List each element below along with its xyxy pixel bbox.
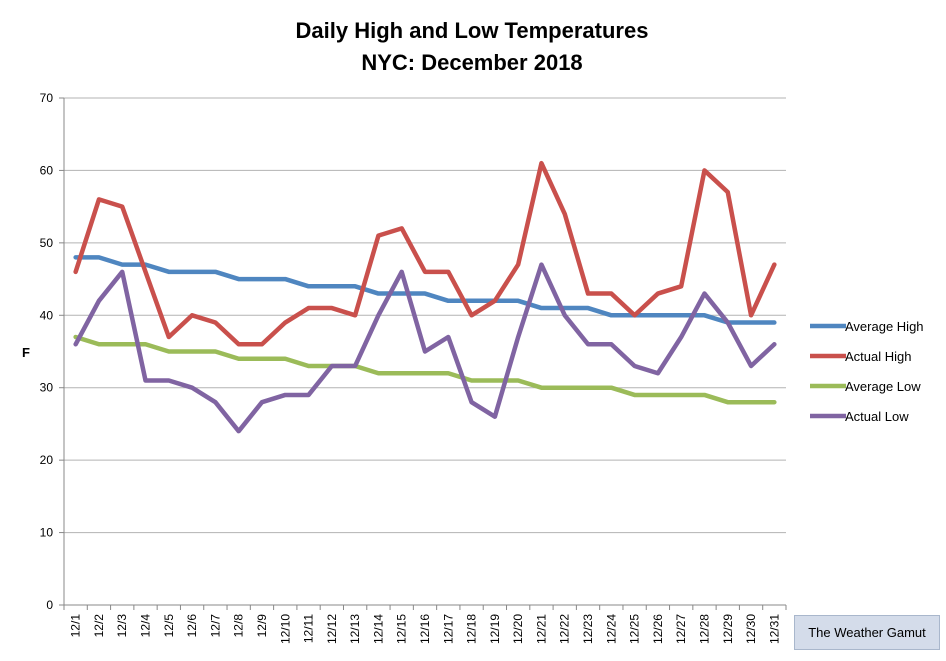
series-line-actual-low (73, 262, 777, 434)
x-tick-label: 12/4 (139, 614, 153, 638)
x-tick-label: 12/5 (162, 614, 176, 638)
legend-label-actual-high: Actual High (845, 349, 911, 364)
legend: Average High Actual High Average Low Actual… (810, 319, 924, 424)
chart-subtitle: NYC: December 2018 (361, 50, 582, 75)
x-tick-label: 12/18 (465, 614, 479, 644)
source-badge: The Weather Gamut (794, 615, 940, 650)
x-tick-label: 12/2 (92, 614, 106, 638)
legend-label-average-high: Average High (845, 319, 924, 334)
x-tick-label: 12/6 (185, 614, 199, 638)
x-tick-label: 12/15 (395, 614, 409, 644)
x-tick-label: 12/28 (697, 614, 711, 644)
x-tick-label: 12/27 (674, 614, 688, 644)
y-tick-label-0: 0 (46, 598, 53, 612)
x-tick-label: 12/25 (628, 614, 642, 644)
x-tick-label: 12/26 (651, 614, 665, 644)
x-tick-label: 12/30 (744, 614, 758, 644)
x-tick-label: 12/9 (255, 614, 269, 638)
x-tick-label: 12/16 (418, 614, 432, 644)
y-axis-label: F (22, 345, 30, 360)
x-tick-label: 12/14 (371, 614, 385, 644)
x-tick-label: 12/8 (232, 614, 246, 638)
gridlines (63, 97, 786, 606)
x-tick-label: 12/24 (604, 614, 618, 644)
x-tick-label: 12/7 (208, 614, 222, 638)
x-tick-label: 12/10 (278, 614, 292, 644)
x-tick-label: 12/1 (69, 614, 83, 638)
source-badge-label: The Weather Gamut (808, 625, 926, 640)
x-axis-ticks: 12/1 12/2 12/3 12/4 12/5 12/6 12/7 12/8 12/9 12/1… (63, 605, 787, 644)
x-tick-label: 12/23 (581, 614, 595, 644)
x-tick-label: 12/22 (558, 614, 572, 644)
x-tick-label: 12/31 (767, 614, 781, 644)
y-tick-label-50: 50 (40, 236, 54, 250)
legend-label-actual-low: Actual Low (845, 409, 909, 424)
chart-title: Daily High and Low Temperatures (296, 18, 649, 43)
y-tick-label-30: 30 (40, 381, 54, 395)
x-tick-label: 12/19 (488, 614, 502, 644)
x-tick-label: 12/20 (511, 614, 525, 644)
y-axis-ticks: 0 10 20 30 40 50 60 70 (40, 91, 64, 612)
x-tick-label: 12/21 (534, 614, 548, 644)
x-tick-label: 12/17 (441, 614, 455, 644)
legend-label-average-low: Average Low (845, 379, 921, 394)
y-tick-label-20: 20 (40, 453, 54, 467)
series-line-average-low (73, 334, 777, 405)
y-tick-label-60: 60 (40, 163, 54, 177)
x-tick-label: 12/12 (325, 614, 339, 644)
x-tick-label: 12/11 (302, 614, 316, 643)
x-tick-label: 12/29 (721, 614, 735, 644)
y-tick-label-70: 70 (40, 91, 54, 105)
x-tick-label: 12/13 (348, 614, 362, 644)
series-line-actual-high (73, 160, 777, 347)
y-tick-label-40: 40 (40, 308, 54, 322)
x-tick-label: 12/3 (115, 614, 129, 638)
series-line-average-high (73, 255, 777, 325)
y-tick-label-10: 10 (40, 526, 54, 540)
series-lines (73, 160, 777, 434)
